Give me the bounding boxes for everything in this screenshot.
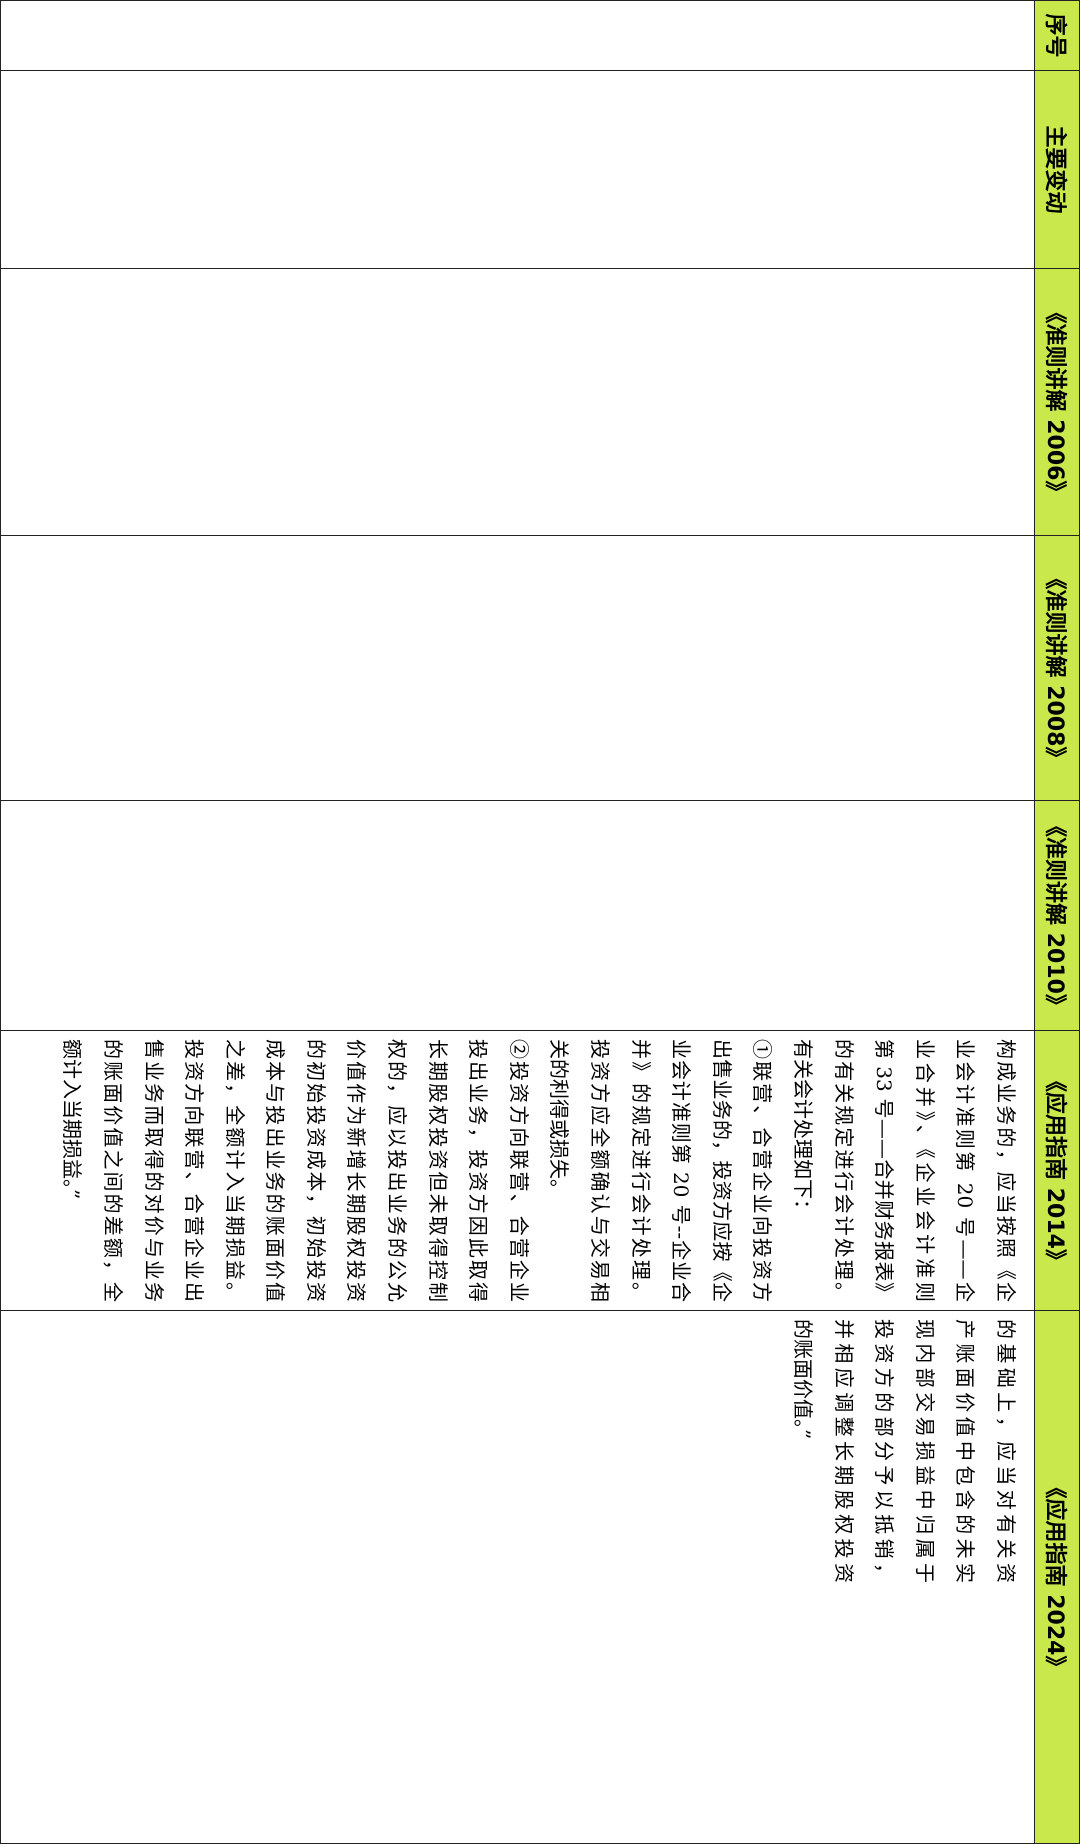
text-line: 之差，全额计入当期损益。 bbox=[222, 1039, 247, 1302]
header-explanation-2006: 《准则讲解 2006》 bbox=[1034, 268, 1080, 536]
header-guide-2024: 《应用指南 2024》 bbox=[1034, 1310, 1080, 1844]
text-line: 业合并》、《企业会计准则 bbox=[912, 1039, 937, 1302]
text-line: 投资方应全额确认与交易相 bbox=[588, 1039, 613, 1302]
text-line: 业会计准则第 20 号——企 bbox=[953, 1039, 978, 1302]
header-main-change: 主要变动 bbox=[1034, 70, 1080, 269]
text-line: 关的利得或损失。 bbox=[547, 1039, 572, 1199]
text-line: 有关会计处理如下： bbox=[791, 1039, 816, 1219]
content-row: 构成业务的，应当按照《企 业会计准则第 20 号——企 业合并》、《企业会计准则第 … bbox=[0, 0, 1035, 1844]
text-line: ①联营、合营企业向投资方 bbox=[750, 1039, 775, 1302]
header-row: 序号 主要变动 《准则讲解 2006》 《准则讲解 2008》 《准则讲解 20… bbox=[1034, 0, 1080, 1844]
text-line: 权的，应以投出业务的公允 bbox=[385, 1039, 410, 1302]
text-line: 投资方的部分予以抵销， bbox=[872, 1319, 897, 1583]
text-line: 并相应调整长期股权投资 bbox=[831, 1319, 856, 1583]
cell-guide-2024: 的基础上，应当对有关资 产账面价值中包含的未实 现内部交易损益中归属于 投资方的部分予… bbox=[0, 1310, 1035, 1844]
text-line: 额计入当期损益。” bbox=[60, 1039, 85, 1200]
text-line: 的有关规定进行会计处理。 bbox=[831, 1039, 856, 1302]
text-line: 业会计准则第 20 号--企业合 bbox=[669, 1039, 694, 1302]
cell-guide-2014: 构成业务的，应当按照《企 业会计准则第 20 号——企 业合并》、《企业会计准则第 … bbox=[0, 1030, 1035, 1311]
text-line: 出售业务的，投资方应按《企 bbox=[709, 1039, 734, 1302]
text-line: 价值作为新增长期股权投资 bbox=[344, 1039, 369, 1302]
text-line: 投资方向联营、合营企业出 bbox=[182, 1039, 207, 1302]
header-explanation-2008: 《准则讲解 2008》 bbox=[1034, 535, 1080, 801]
text-line: ②投资方向联营、合营企业 bbox=[506, 1039, 531, 1302]
text-line: 构成业务的，应当按照《企 bbox=[994, 1039, 1018, 1302]
text-line: 产账面价值中包含的未实 bbox=[953, 1319, 978, 1583]
text-line: 的初始投资成本，初始投资 bbox=[303, 1039, 328, 1302]
header-explanation-2010: 《准则讲解 2010》 bbox=[1034, 800, 1080, 1031]
cell-main-change bbox=[0, 70, 1035, 269]
cell-explanation-2008 bbox=[0, 535, 1035, 801]
text-line: 成本与投出业务的账面价值 bbox=[263, 1039, 288, 1302]
text-line: 售业务而取得的对价与业务 bbox=[141, 1039, 166, 1302]
text-line: 并》的规定进行会计处理。 bbox=[628, 1039, 653, 1302]
text-line: 投出业务，投资方因此取得 bbox=[466, 1039, 491, 1302]
text-line: 的基础上，应当对有关资 bbox=[994, 1319, 1018, 1583]
text-line: 长期股权投资但未取得控制 bbox=[425, 1039, 450, 1302]
cell-explanation-2006 bbox=[0, 268, 1035, 536]
text-line: 的账面价值之间的差额，全 bbox=[100, 1039, 125, 1302]
header-index: 序号 bbox=[1034, 0, 1080, 71]
text-line: 第 33 号——合并财务报表》 bbox=[872, 1039, 897, 1302]
text-line: 现内部交易损益中归属于 bbox=[912, 1319, 937, 1583]
cell-explanation-2010 bbox=[0, 800, 1035, 1031]
text-line: 的账面价值。” bbox=[791, 1319, 816, 1440]
header-guide-2014: 《应用指南 2014》 bbox=[1034, 1030, 1080, 1311]
cell-index bbox=[0, 0, 1035, 71]
